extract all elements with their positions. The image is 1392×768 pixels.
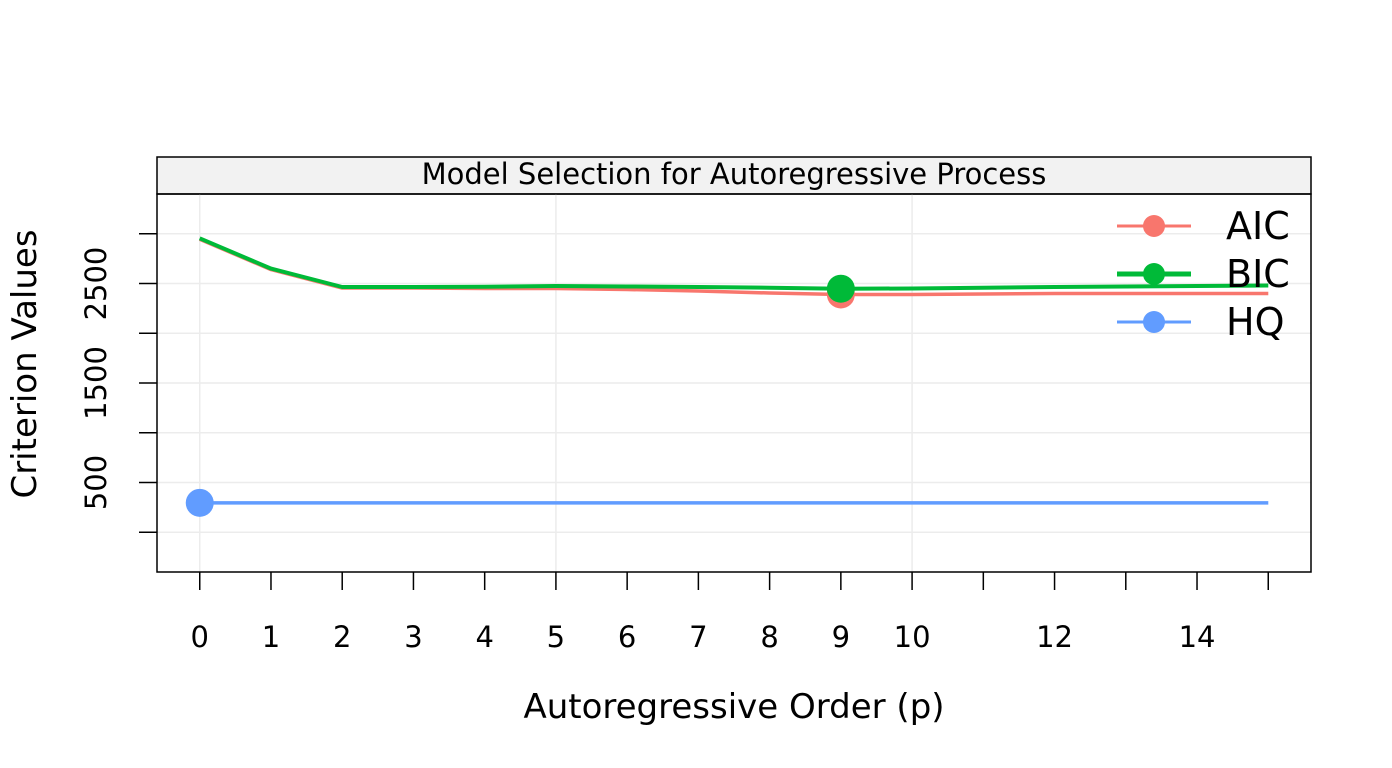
x-tick-label-6: 6 <box>618 620 636 654</box>
y-tick-label-5: 2500 <box>79 247 113 321</box>
chart-title: Model Selection for Autoregressive Proce… <box>422 157 1047 191</box>
legend-label-bic: BIC <box>1226 252 1290 296</box>
x-tick-label-12: 12 <box>1036 620 1073 654</box>
legend-marker-bic <box>1143 263 1165 285</box>
x-tick-label-1: 1 <box>262 620 280 654</box>
series-line-bic <box>198 236 1269 291</box>
x-tick-label-3: 3 <box>404 620 422 654</box>
y-axis: 500 1500 2500 <box>79 233 157 533</box>
x-tick-label-5: 5 <box>547 620 565 654</box>
x-tick-label-7: 7 <box>689 620 707 654</box>
strip-header <box>156 156 1312 195</box>
x-tick-label-8: 8 <box>760 620 778 654</box>
x-tick-label-4: 4 <box>475 620 493 654</box>
legend-item-bic: BIC <box>1117 252 1290 296</box>
x-tick-label-10: 10 <box>894 620 931 654</box>
highlight-points <box>185 274 855 517</box>
legend-item-aic: AIC <box>1117 204 1290 248</box>
legend-item-hq: HQ <box>1117 300 1284 344</box>
grid-lines <box>157 194 1311 572</box>
legend-label-hq: HQ <box>1226 300 1284 344</box>
highlight-point-hq <box>185 488 214 517</box>
y-tick-label-3: 1500 <box>79 346 113 420</box>
y-tick-label-1: 500 <box>79 455 113 510</box>
legend-label-aic: AIC <box>1226 204 1290 248</box>
x-tick-label-0: 0 <box>191 620 209 654</box>
legend-marker-hq <box>1143 311 1165 333</box>
x-axis-label: Autoregressive Order (p) <box>523 687 944 727</box>
y-axis-label: Criterion Values <box>5 229 45 498</box>
legend-marker-aic <box>1143 215 1165 237</box>
x-tick-label-14: 14 <box>1179 620 1216 654</box>
x-tick-label-9: 9 <box>832 620 850 654</box>
x-axis: 0 1 2 3 4 5 6 7 8 9 10 12 14 <box>191 572 1270 654</box>
series-lines <box>198 236 1269 505</box>
highlight-point-bic <box>826 274 855 303</box>
x-tick-label-2: 2 <box>333 620 351 654</box>
